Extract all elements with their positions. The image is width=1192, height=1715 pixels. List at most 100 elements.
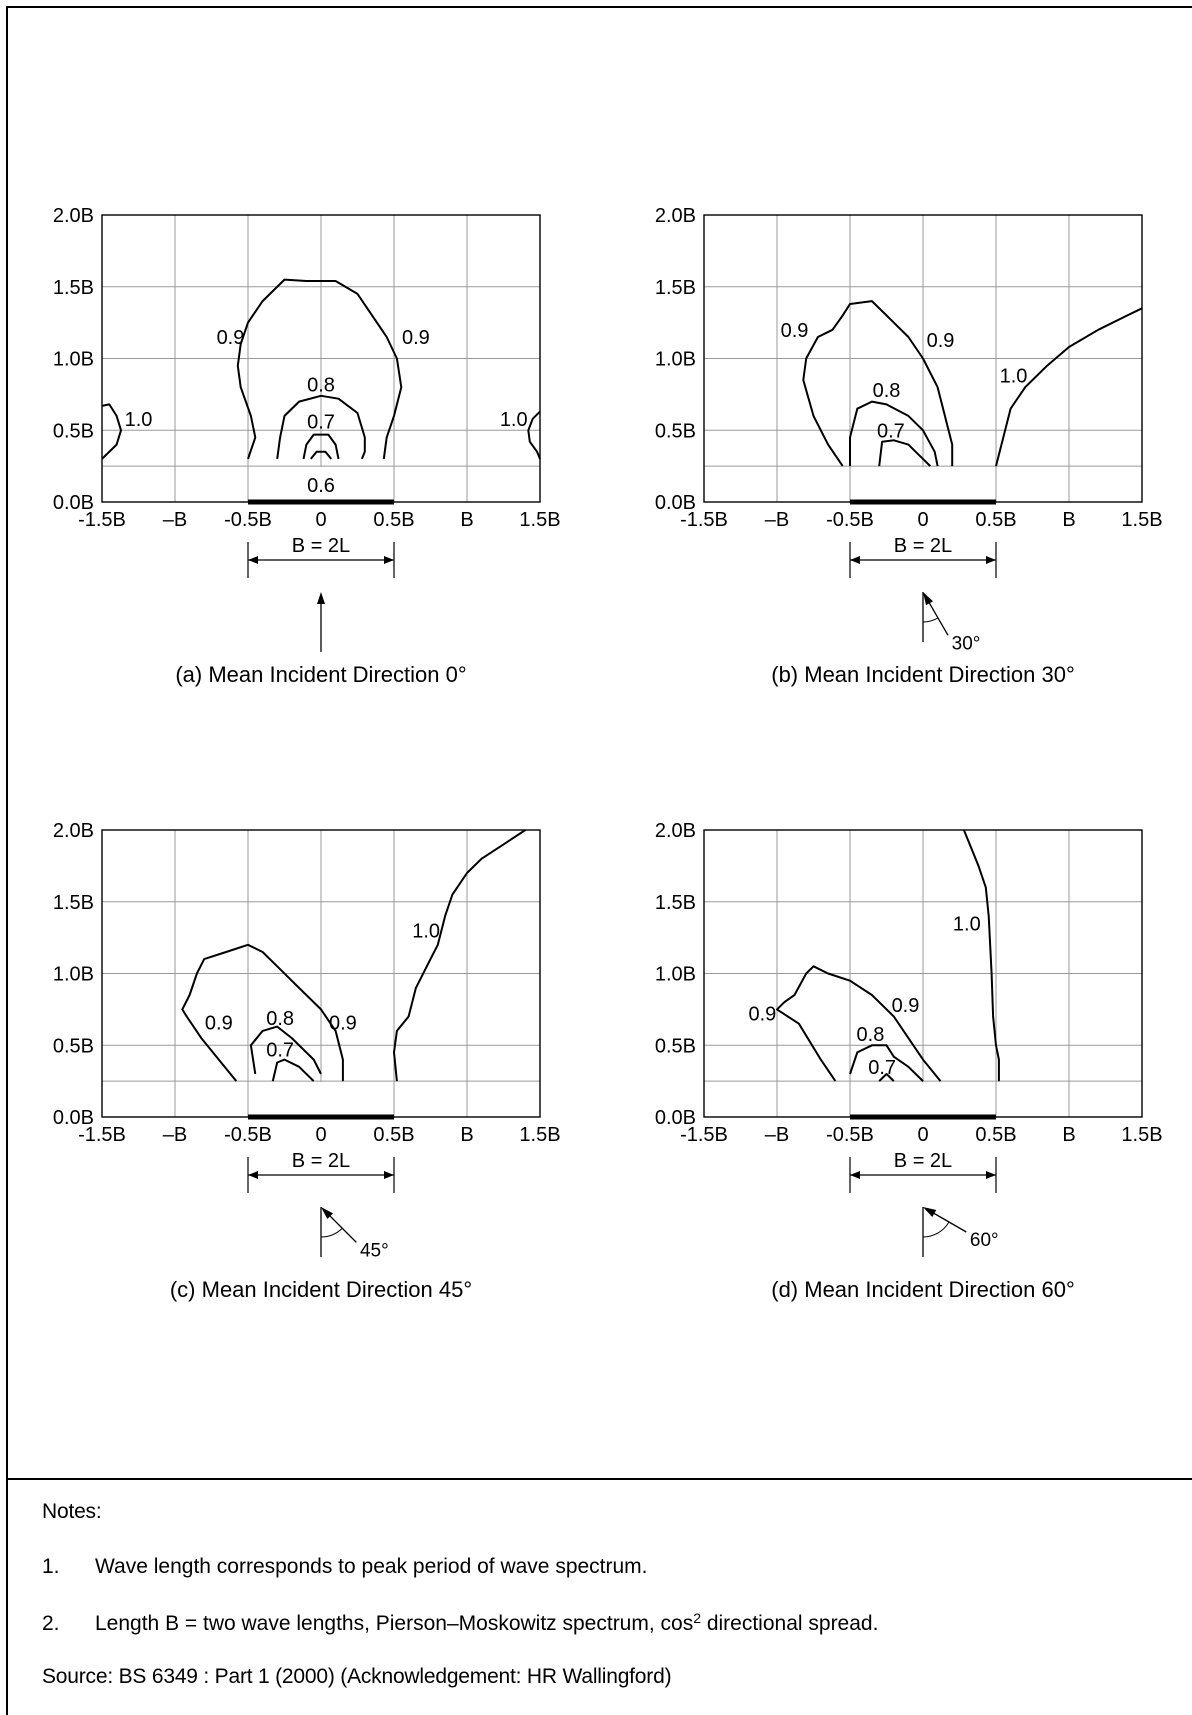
angle-arc: [922, 1221, 950, 1238]
panel-a: -1.5B –B -0.5B 0 0.5B B 1.5B 0.0B 0.5B 1.0B 1.5B 2.…: [53, 205, 561, 687]
dimension-arrowhead: [384, 556, 394, 564]
x-tick-label: 0.5B: [373, 509, 414, 531]
y-tick-label: 2.0B: [655, 205, 696, 227]
dimension-arrowhead: [248, 1171, 258, 1179]
note-1-text: Wave length corresponds to peak period o…: [95, 1555, 648, 1578]
x-tick-label: -0.5B: [826, 1124, 874, 1146]
y-tick-label: 1.5B: [655, 277, 696, 299]
y-tick-label: 0.5B: [655, 420, 696, 442]
direction-arrowhead: [321, 1207, 334, 1220]
contour-0-8: [849, 400, 939, 467]
y-tick-label: 0.0B: [655, 1107, 696, 1129]
contour-0-7: [878, 439, 931, 467]
contour-label: 0.6: [307, 475, 335, 497]
x-tick-label: 0.5B: [373, 1124, 414, 1146]
contour-label: 0.7: [868, 1057, 896, 1079]
y-tick-label: 0.5B: [53, 420, 94, 442]
contour-0-9: [181, 943, 344, 1082]
dimension-arrowhead: [384, 1171, 394, 1179]
contour-0-6: [310, 450, 332, 460]
x-tick-label: -1.5B: [680, 1124, 728, 1146]
x-tick-label: –B: [163, 509, 187, 531]
y-tick-label: 2.0B: [53, 820, 94, 842]
direction-angle-label: 60°: [970, 1230, 999, 1251]
x-tick-label: -1.5B: [78, 509, 126, 531]
figure-panels: -1.5B –B -0.5B 0 0.5B B 1.5B0.0B0.5B1.0B1.5B2.…: [53, 205, 1163, 1302]
contour-label: 0.9: [927, 330, 955, 352]
x-tick-label: -0.5B: [224, 509, 272, 531]
note-2-number: 2.: [42, 1612, 60, 1635]
gap-region: [851, 467, 995, 502]
x-tick-label: -1.5B: [680, 509, 728, 531]
contour-label: 0.7: [307, 412, 335, 434]
gap-region: [249, 1082, 393, 1117]
contour-label: 0.8: [857, 1024, 885, 1046]
source-line: Source: BS 6349 : Part 1 (2000) (Acknowl…: [42, 1665, 672, 1688]
notes-heading: Notes:: [42, 1500, 102, 1523]
figure-frame: [6, 6, 1192, 1715]
contour-1-0: [527, 410, 541, 460]
x-tick-label: B: [1062, 509, 1075, 531]
x-tick-label: 0.5B: [975, 509, 1016, 531]
note-2-text-end: directional spread.: [701, 1612, 879, 1635]
y-tick-label: 1.0B: [655, 964, 696, 986]
contour-0-7: [878, 1073, 895, 1082]
note-2-text: Length B = two wave lengths, Pierson–Mos…: [95, 1610, 878, 1636]
note-2-text-main: Length B = two wave lengths, Pierson–Mos…: [95, 1612, 694, 1635]
panel-caption: (d) Mean Incident Direction 60°: [771, 1277, 1075, 1302]
contour-label: 0.9: [205, 1012, 233, 1034]
y-tick-label: 0.0B: [53, 492, 94, 514]
angle-arc: [922, 617, 939, 623]
contour-label: 0.9: [402, 327, 430, 349]
contour-label: 0.8: [873, 380, 901, 402]
panel-c: -1.5B –B -0.5B 0 0.5B B 1.5B 0.0B 0.5B 1.0B 1.5B 2.…: [53, 820, 561, 1302]
contour-1-0: [995, 307, 1143, 467]
angle-arc: [320, 1227, 343, 1238]
dimension-arrowhead: [986, 1171, 996, 1179]
contour-0-9: [236, 278, 403, 460]
contour-label: 1.0: [500, 409, 528, 431]
x-tick-label: 1.5B: [1121, 1124, 1162, 1146]
x-tick-label: B: [460, 509, 473, 531]
y-tick-label: 1.0B: [53, 964, 94, 986]
x-tick-label: -0.5B: [826, 509, 874, 531]
panel-caption: (a) Mean Incident Direction 0°: [175, 662, 466, 687]
contour-label: 0.9: [217, 327, 245, 349]
gap-width-label: B = 2L: [292, 1150, 350, 1172]
y-tick-label: 0.5B: [655, 1035, 696, 1057]
x-tick-label: 0: [315, 1124, 326, 1146]
y-tick-label: 0.0B: [655, 492, 696, 514]
contour-label: 0.7: [877, 420, 905, 442]
contour-0-7: [271, 1058, 315, 1082]
note-1-number: 1.: [42, 1555, 60, 1578]
panel-d: -1.5B –B -0.5B 0 0.5B B 1.5B 0.0B 0.5B 1.0B 1.5B 2.…: [655, 820, 1163, 1302]
contour-0-9: [802, 300, 954, 467]
panel-b: -1.5B –B -0.5B 0 0.5B B 1.5B 0.0B 0.5B 1.0B 1.5B 2.…: [655, 205, 1163, 687]
gap-region: [249, 467, 393, 502]
contour-0-7: [302, 433, 340, 460]
contour-1-0: [101, 403, 122, 460]
direction-angle-label: 30°: [952, 633, 981, 654]
x-tick-label: –B: [163, 1124, 187, 1146]
y-tick-label: 1.5B: [53, 892, 94, 914]
contour-label: 0.8: [266, 1008, 294, 1030]
x-tick-label: B: [460, 1124, 473, 1146]
contour-label: 0.9: [748, 1004, 776, 1026]
note-2-superscript: 2: [693, 1610, 701, 1626]
contour-0-8: [276, 394, 366, 460]
dimension-arrowhead: [850, 556, 860, 564]
panel-caption: (c) Mean Incident Direction 45°: [170, 1277, 472, 1302]
y-tick-label: 2.0B: [53, 205, 94, 227]
x-tick-label: 1.5B: [519, 1124, 560, 1146]
x-tick-label: –B: [765, 1124, 789, 1146]
y-tick-label: 2.0B: [655, 820, 696, 842]
direction-angle-label: 45°: [360, 1240, 389, 1261]
panel-caption: (b) Mean Incident Direction 30°: [771, 662, 1075, 687]
contour-label: 0.9: [892, 995, 920, 1017]
notes-separator: [6, 1478, 1192, 1480]
x-tick-label: 0.5B: [975, 1124, 1016, 1146]
x-tick-label: -1.5B: [78, 1124, 126, 1146]
x-tick-label: -0.5B: [224, 1124, 272, 1146]
x-tick-label: 1.5B: [519, 509, 560, 531]
contour-label: 0.9: [329, 1012, 357, 1034]
